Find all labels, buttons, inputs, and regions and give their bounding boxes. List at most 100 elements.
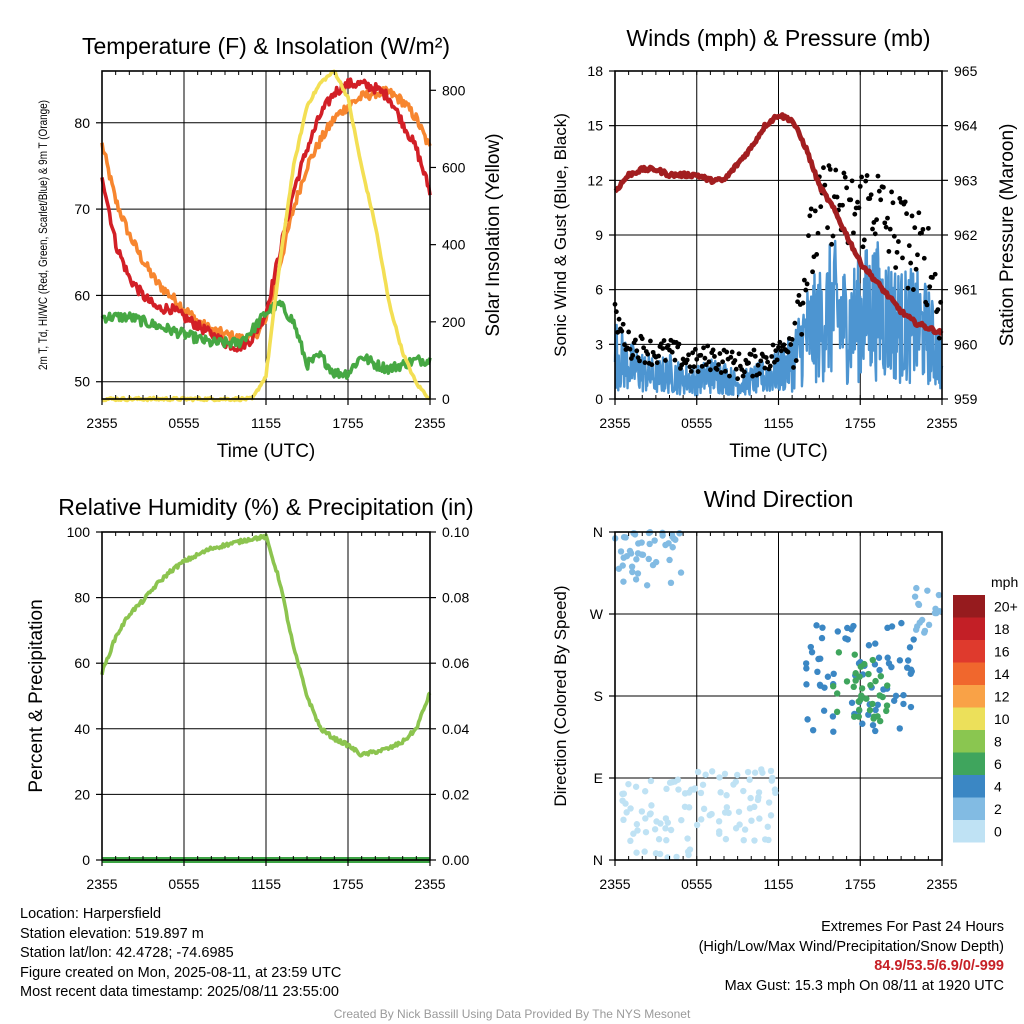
gust-point (935, 307, 941, 313)
direction-point (715, 818, 723, 825)
axis-ticks: 2355 0555 1155 1755 2355 N E S W N (590, 524, 958, 892)
direction-point (803, 665, 810, 672)
gust-point (893, 265, 899, 270)
gust-point (665, 343, 671, 348)
gust-point (705, 343, 711, 349)
gust-point (720, 359, 726, 365)
direction-point (872, 706, 879, 714)
y-right-tick-label: 963 (954, 172, 978, 188)
gust-point (733, 366, 739, 372)
gust-point (699, 363, 705, 369)
gust-point (925, 225, 931, 231)
gust-point (654, 360, 660, 366)
y-tick-label: N (593, 852, 603, 868)
direction-point (856, 673, 863, 680)
direction-point (907, 703, 915, 711)
direction-point (900, 700, 907, 708)
gust-point (834, 194, 840, 200)
gust-point (789, 337, 795, 342)
direction-point (818, 634, 826, 642)
direction-point (665, 540, 672, 547)
direction-point (859, 720, 866, 727)
y-axis-label: Direction (Colored By Speed) (551, 585, 570, 806)
gust-point (818, 204, 824, 210)
axis-ticks: 2355 0555 1155 1755 2355 0 20 40 60 80 100 0.00 0.02… (67, 524, 470, 892)
series-line-3 (100, 299, 432, 380)
direction-point (925, 621, 933, 629)
gust-point (648, 338, 653, 344)
max-gust: Max Gust: 15.3 mph On 08/11 at 1920 UTC (724, 977, 1004, 994)
direction-point (872, 677, 879, 685)
direction-point (935, 591, 943, 599)
gust-point (894, 249, 900, 255)
extremes-title: Extremes For Past 24 Hours (821, 919, 1004, 935)
direction-point (634, 827, 641, 834)
direction-point (627, 837, 634, 845)
y-tick-label: 6 (595, 282, 603, 298)
gust-point (642, 360, 648, 366)
gust-point (695, 369, 701, 374)
direction-point (876, 717, 884, 725)
grid-lines (102, 71, 430, 399)
gust-point (735, 376, 741, 382)
gust-point (908, 260, 914, 266)
direction-point (896, 725, 903, 732)
legend-label: 18 (994, 621, 1010, 637)
direction-point (755, 789, 763, 796)
y-tick-label: 0 (595, 391, 603, 407)
gust-point (909, 213, 915, 219)
direction-point (638, 808, 646, 815)
gust-point (861, 237, 867, 243)
direction-point (908, 668, 915, 675)
y-tick-label: 9 (595, 227, 603, 243)
direction-point (843, 678, 851, 685)
direction-point (829, 713, 837, 720)
plot-data (611, 529, 943, 861)
gust-point (881, 184, 886, 190)
direction-point (767, 767, 775, 775)
gust-point (751, 347, 757, 353)
direction-point (747, 794, 754, 802)
direction-point (890, 697, 898, 704)
y-tick-label: W (590, 606, 604, 622)
x-tick-label: 1155 (763, 876, 793, 892)
gust-point (641, 345, 647, 351)
panel-title: Wind Direction (704, 486, 854, 512)
direction-point (910, 636, 917, 643)
y-tick-label: 50 (74, 374, 90, 390)
station-location: Location: Harpersfield (20, 906, 162, 922)
gust-point (886, 249, 892, 254)
x-tick-label: 1755 (845, 415, 876, 431)
direction-point (649, 561, 657, 569)
direction-point (824, 673, 832, 680)
direction-point (900, 691, 907, 699)
gust-point (698, 352, 704, 358)
direction-point (699, 781, 707, 788)
direction-point (663, 837, 670, 844)
gust-point (882, 220, 888, 226)
direction-point (681, 803, 689, 810)
direction-point (921, 627, 929, 635)
gust-point (842, 174, 848, 180)
x-tick-label: 0555 (681, 876, 712, 892)
direction-point (659, 532, 666, 539)
gust-point (859, 174, 865, 180)
gust-point (890, 200, 896, 206)
direction-point (662, 825, 669, 832)
gust-point (722, 368, 728, 374)
direction-point (669, 544, 676, 551)
legend-label: 8 (994, 733, 1002, 749)
gust-point (626, 329, 632, 335)
direction-point (732, 778, 740, 785)
speed-legend: mph 20+ 18 16 14 12 10 8 6 4 2 0 (953, 574, 1018, 843)
direction-point (642, 828, 650, 836)
direction-point (620, 578, 627, 585)
gust-point (769, 354, 775, 359)
direction-point (686, 846, 694, 853)
direction-point (748, 817, 755, 824)
direction-point (808, 648, 816, 656)
gust-point (758, 358, 764, 364)
direction-point (924, 587, 931, 594)
direction-point (888, 623, 896, 630)
y-tick-label: 0 (82, 852, 90, 868)
